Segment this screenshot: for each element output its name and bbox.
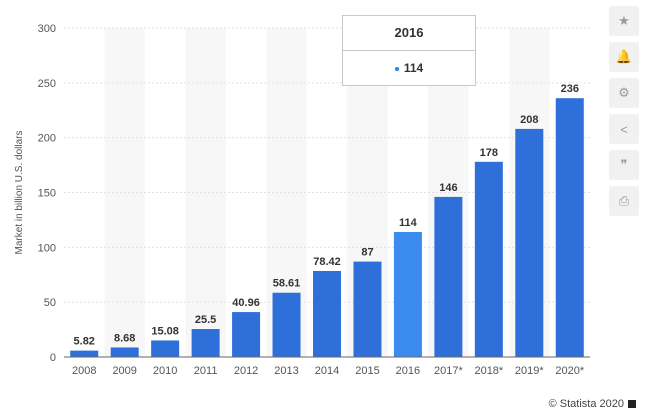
x-tick-label: 2016 xyxy=(396,365,420,377)
bar[interactable] xyxy=(70,350,99,357)
quote-glyph: ❞ xyxy=(620,157,628,172)
data-label: 114 xyxy=(399,217,418,229)
star-icon[interactable]: ★ xyxy=(609,6,639,36)
x-tick-label: 2012 xyxy=(234,365,258,377)
tooltip-value-row: 114 xyxy=(343,51,475,86)
data-label: 8.68 xyxy=(114,332,135,344)
x-tick-label: 2013 xyxy=(274,365,298,377)
data-label: 5.82 xyxy=(74,336,95,348)
bar[interactable] xyxy=(272,292,301,357)
x-tick-label: 2008 xyxy=(72,365,96,377)
x-tick-label: 2017* xyxy=(434,365,463,377)
x-tick-label: 2020* xyxy=(555,365,584,377)
bar[interactable] xyxy=(110,347,139,357)
gear-icon[interactable]: ⚙ xyxy=(609,78,639,108)
bar[interactable] xyxy=(313,270,341,357)
data-label: 25.5 xyxy=(195,314,216,326)
bar[interactable] xyxy=(151,340,180,357)
data-label: 40.96 xyxy=(232,297,260,309)
data-labels: 5.82 8.68 15.08 25.5 40.96 58.61 78.42 87 114 146… xyxy=(74,83,579,347)
bar[interactable] xyxy=(515,128,544,357)
quote-icon[interactable]: ❞ xyxy=(609,150,639,180)
gear-glyph: ⚙ xyxy=(618,85,630,100)
y-tick-label: 50 xyxy=(44,297,56,309)
y-tick-label: 100 xyxy=(38,242,56,254)
y-axis-ticks: 0 50 100 150 200 250 300 xyxy=(38,23,56,364)
chart-toolbar: ★ 🔔 ⚙ < ❞ ⎙ xyxy=(609,6,639,222)
y-tick-label: 250 xyxy=(38,78,56,90)
bar[interactable] xyxy=(434,196,463,357)
share-icon[interactable]: < xyxy=(609,114,639,144)
bar[interactable] xyxy=(555,98,584,357)
x-tick-label: 2019* xyxy=(515,365,544,377)
data-label: 58.61 xyxy=(273,278,301,290)
x-tick-label: 2015 xyxy=(355,365,379,377)
bar[interactable] xyxy=(393,231,422,357)
data-label: 15.08 xyxy=(151,325,179,337)
print-icon[interactable]: ⎙ xyxy=(609,186,639,216)
y-tick-label: 0 xyxy=(50,352,56,364)
data-label: 178 xyxy=(480,147,498,159)
tooltip-value: 114 xyxy=(403,61,424,75)
x-tick-label: 2009 xyxy=(112,365,136,377)
x-axis-ticks: 2008 2009 2010 2011 2012 2013 2014 2015 2016 2017… xyxy=(72,365,585,377)
bell-icon[interactable]: 🔔 xyxy=(609,42,639,72)
star-glyph: ★ xyxy=(618,13,630,28)
tooltip: 2016 114 xyxy=(342,15,476,86)
print-glyph: ⎙ xyxy=(618,193,630,208)
x-tick-label: 2018* xyxy=(474,365,503,377)
y-tick-label: 150 xyxy=(38,188,56,200)
y-tick-label: 300 xyxy=(38,23,56,35)
y-tick-label: 200 xyxy=(38,133,56,145)
bar[interactable] xyxy=(232,312,261,357)
x-tick-label: 2010 xyxy=(153,365,177,377)
bar-chart: 0 50 100 150 200 250 300 5.82 8.68 15.08 25.5 40.9… xyxy=(14,23,590,377)
x-tick-label: 2014 xyxy=(315,365,339,377)
bell-glyph: 🔔 xyxy=(615,49,633,64)
tooltip-title: 2016 xyxy=(343,16,475,51)
bar[interactable] xyxy=(191,329,220,357)
credit-text: © Statista 2020 xyxy=(548,398,624,410)
data-label: 146 xyxy=(439,182,457,194)
source-credit[interactable]: © Statista 2020 xyxy=(549,398,636,410)
bar[interactable] xyxy=(474,161,503,357)
data-label: 236 xyxy=(561,83,579,95)
x-tick-label: 2011 xyxy=(194,365,218,377)
flag-icon xyxy=(628,400,636,408)
bars xyxy=(70,98,584,357)
y-axis-label: Market in billion U.S. dollars xyxy=(14,131,25,255)
bar[interactable] xyxy=(353,261,382,357)
share-glyph: < xyxy=(620,121,628,137)
data-label: 78.42 xyxy=(313,256,341,268)
data-label: 87 xyxy=(361,247,373,259)
data-label: 208 xyxy=(520,114,538,126)
series-dot-icon xyxy=(394,66,399,71)
